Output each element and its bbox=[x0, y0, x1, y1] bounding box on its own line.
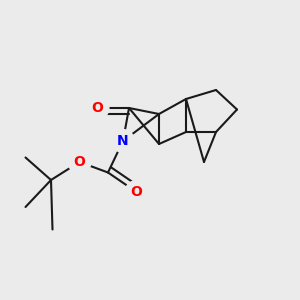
Text: O: O bbox=[74, 155, 86, 169]
Text: O: O bbox=[92, 101, 104, 115]
Circle shape bbox=[125, 181, 148, 203]
Text: O: O bbox=[130, 185, 142, 199]
Text: N: N bbox=[117, 134, 129, 148]
Circle shape bbox=[68, 151, 91, 173]
Circle shape bbox=[112, 130, 134, 152]
Circle shape bbox=[86, 97, 109, 119]
